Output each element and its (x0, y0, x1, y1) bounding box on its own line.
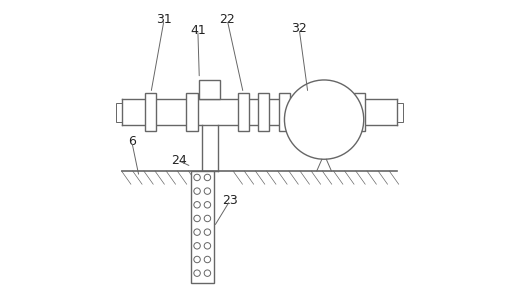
Text: 31: 31 (156, 13, 172, 26)
Text: 6: 6 (128, 135, 135, 148)
Bar (190, 171, 214, 283)
Text: 23: 23 (222, 194, 238, 207)
Text: 41: 41 (190, 24, 206, 37)
Bar (398, 103, 403, 122)
Text: 32: 32 (291, 22, 307, 35)
Bar (186, 93, 198, 131)
Bar (116, 103, 121, 122)
Bar (258, 93, 269, 131)
Bar (238, 93, 249, 131)
Circle shape (284, 80, 364, 159)
Bar (279, 93, 290, 131)
Bar (354, 93, 365, 131)
Text: 22: 22 (220, 13, 235, 26)
Bar (199, 80, 221, 99)
Bar (145, 93, 156, 131)
Text: 24: 24 (171, 154, 187, 167)
